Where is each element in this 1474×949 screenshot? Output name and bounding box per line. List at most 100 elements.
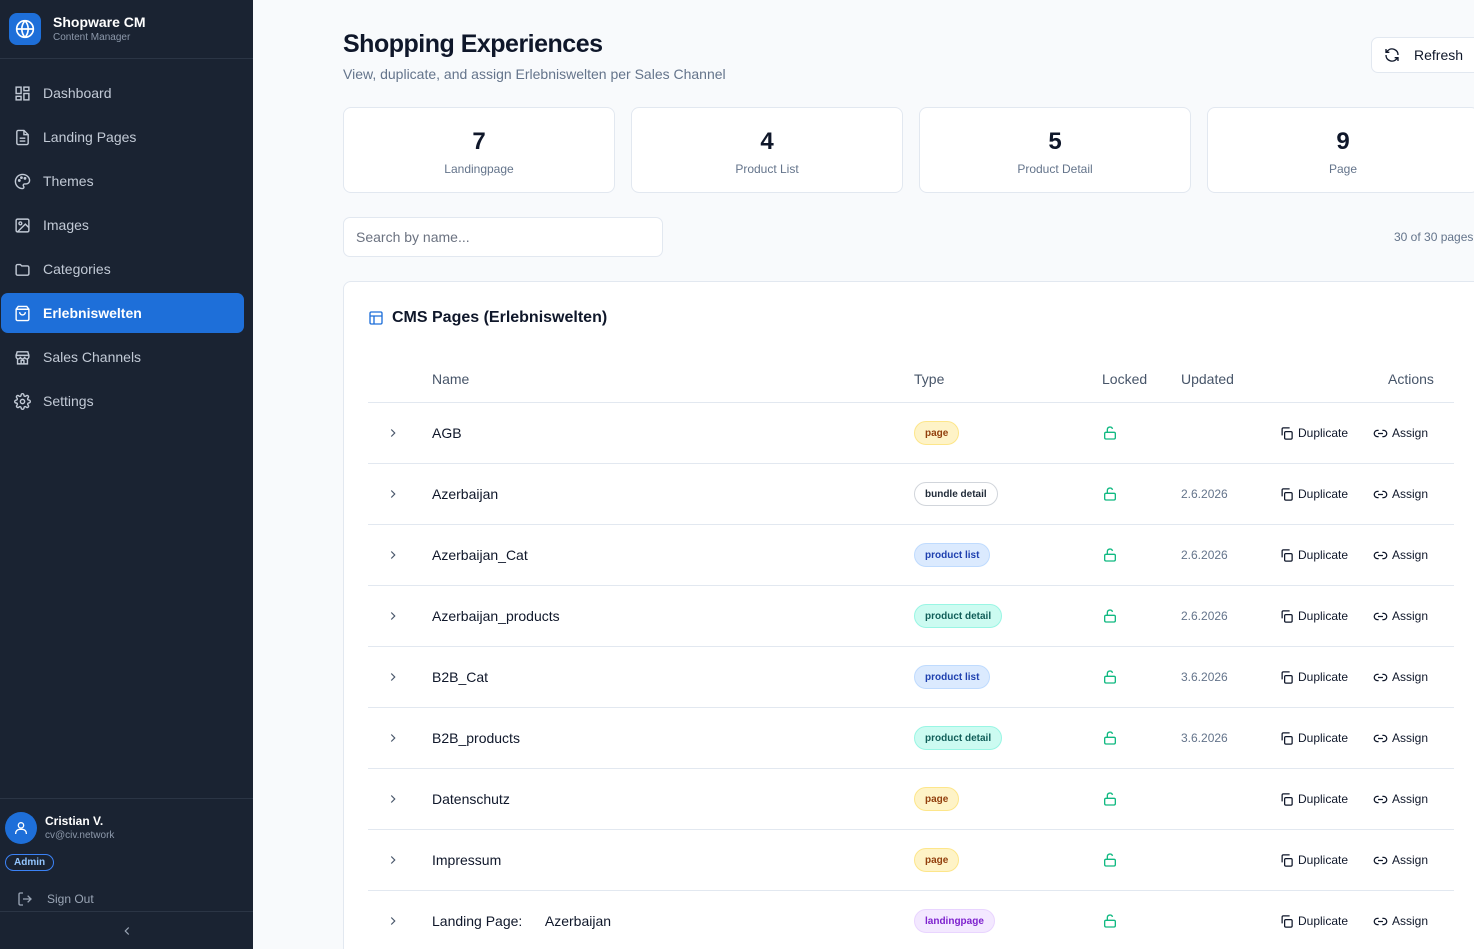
duplicate-button[interactable]: Duplicate bbox=[1279, 769, 1348, 829]
chevron-right-icon[interactable] bbox=[386, 525, 400, 585]
unlock-icon[interactable] bbox=[1102, 525, 1118, 585]
store-icon bbox=[13, 348, 31, 366]
stat-card-landingpage: 7 Landingpage bbox=[343, 107, 615, 193]
assign-label: Assign bbox=[1392, 609, 1429, 623]
stat-label: Page bbox=[1328, 162, 1358, 176]
assign-button[interactable]: Assign bbox=[1373, 586, 1428, 646]
table-row[interactable]: B2B_products product detail 3.6.2026 Dup… bbox=[368, 708, 1454, 769]
assign-button[interactable]: Assign bbox=[1373, 525, 1428, 585]
link-icon bbox=[1373, 914, 1388, 929]
row-name: B2B_Cat bbox=[432, 669, 489, 685]
unlock-icon[interactable] bbox=[1102, 586, 1118, 646]
sidebar-item-dashboard[interactable]: Dashboard bbox=[1, 73, 244, 113]
assign-label: Assign bbox=[1392, 731, 1429, 745]
duplicate-button[interactable]: Duplicate bbox=[1279, 586, 1348, 646]
sidebar-item-label: Settings bbox=[43, 393, 94, 409]
assign-button[interactable]: Assign bbox=[1373, 647, 1428, 707]
assign-button[interactable]: Assign bbox=[1373, 769, 1428, 829]
table-row[interactable]: Landing Page: Azerbaijan landingpage Dup… bbox=[368, 891, 1454, 949]
duplicate-label: Duplicate bbox=[1298, 731, 1349, 745]
chevron-right-icon[interactable] bbox=[386, 586, 400, 646]
unlock-icon[interactable] bbox=[1102, 891, 1118, 949]
row-name: Azerbaijan_Cat bbox=[432, 547, 528, 563]
link-icon bbox=[1373, 426, 1388, 441]
search-input[interactable] bbox=[343, 217, 663, 257]
row-name: Impressum bbox=[432, 852, 502, 868]
table-row[interactable]: Datenschutz page Duplicate Assign bbox=[368, 769, 1454, 830]
sidebar: Shopware CM Content Manager Dashboard La… bbox=[0, 0, 253, 949]
stat-value: 5 bbox=[1048, 128, 1062, 155]
duplicate-button[interactable]: Duplicate bbox=[1279, 464, 1348, 524]
sidebar-item-erlebniswelten[interactable]: Erlebniswelten bbox=[1, 293, 244, 333]
table-row[interactable]: AGB page Duplicate Assign bbox=[368, 403, 1454, 464]
unlock-icon[interactable] bbox=[1102, 830, 1118, 890]
duplicate-button[interactable]: Duplicate bbox=[1279, 647, 1348, 707]
table-row[interactable]: Azerbaijan_products product detail 2.6.2… bbox=[368, 586, 1454, 647]
copy-icon bbox=[1279, 670, 1294, 685]
unlock-icon[interactable] bbox=[1102, 647, 1118, 707]
column-locked[interactable]: Locked bbox=[1102, 371, 1148, 387]
avatar[interactable] bbox=[5, 812, 37, 844]
image-icon bbox=[13, 216, 31, 234]
assign-button[interactable]: Assign bbox=[1373, 403, 1428, 463]
row-updated: 3.6.2026 bbox=[1181, 731, 1228, 745]
chevron-right-icon[interactable] bbox=[386, 403, 400, 463]
assign-button[interactable]: Assign bbox=[1373, 708, 1428, 768]
sidebar-item-landing-pages[interactable]: Landing Pages bbox=[1, 117, 244, 157]
assign-button[interactable]: Assign bbox=[1373, 891, 1428, 949]
unlock-icon[interactable] bbox=[1102, 464, 1118, 524]
brand: Shopware CM Content Manager bbox=[0, 0, 253, 59]
chevron-right-icon[interactable] bbox=[386, 830, 400, 890]
copy-icon bbox=[1279, 609, 1294, 624]
row-name: B2B_products bbox=[432, 730, 520, 746]
table-row[interactable]: B2B_Cat product list 3.6.2026 Duplicate … bbox=[368, 647, 1454, 708]
duplicate-button[interactable]: Duplicate bbox=[1279, 403, 1348, 463]
type-badge: landingpage bbox=[914, 909, 995, 933]
duplicate-button[interactable]: Duplicate bbox=[1279, 525, 1348, 585]
assign-button[interactable]: Assign bbox=[1373, 830, 1428, 890]
column-updated[interactable]: Updated bbox=[1181, 371, 1234, 387]
chevron-right-icon[interactable] bbox=[386, 891, 400, 949]
chevron-right-icon[interactable] bbox=[386, 464, 400, 524]
duplicate-button[interactable]: Duplicate bbox=[1279, 830, 1348, 890]
refresh-label: Refresh bbox=[1414, 47, 1464, 63]
assign-label: Assign bbox=[1392, 487, 1429, 501]
unlock-icon[interactable] bbox=[1102, 403, 1118, 463]
unlock-icon[interactable] bbox=[1102, 769, 1118, 829]
duplicate-label: Duplicate bbox=[1298, 853, 1349, 867]
assign-button[interactable]: Assign bbox=[1373, 464, 1428, 524]
collapse-sidebar-button[interactable] bbox=[0, 911, 253, 949]
stat-card-page: 9 Page bbox=[1207, 107, 1474, 193]
duplicate-label: Duplicate bbox=[1298, 609, 1349, 623]
file-icon bbox=[13, 128, 31, 146]
refresh-button[interactable]: Refresh bbox=[1371, 37, 1474, 73]
sidebar-item-images[interactable]: Images bbox=[1, 205, 244, 245]
table-row[interactable]: Impressum page Duplicate Assign bbox=[368, 830, 1454, 891]
type-badge: page bbox=[914, 421, 960, 445]
chevron-right-icon[interactable] bbox=[386, 769, 400, 829]
table-row[interactable]: Azerbaijan_Cat product list 2.6.2026 Dup… bbox=[368, 525, 1454, 586]
user-panel: Cristian V. cv@civ.network Admin Sign Ou… bbox=[0, 798, 253, 911]
assign-label: Assign bbox=[1392, 792, 1429, 806]
chevron-right-icon[interactable] bbox=[386, 708, 400, 768]
sidebar-item-sales-channels[interactable]: Sales Channels bbox=[1, 337, 244, 377]
duplicate-button[interactable]: Duplicate bbox=[1279, 891, 1348, 949]
sign-out-label: Sign Out bbox=[47, 892, 94, 906]
palette-icon bbox=[13, 172, 31, 190]
link-icon bbox=[1373, 609, 1388, 624]
column-name[interactable]: Name bbox=[432, 371, 470, 387]
unlock-icon[interactable] bbox=[1102, 708, 1118, 768]
row-name: Datenschutz bbox=[432, 791, 510, 807]
row-name: Landing Page: Azerbaijan bbox=[432, 913, 612, 929]
duplicate-label: Duplicate bbox=[1298, 792, 1349, 806]
sidebar-item-categories[interactable]: Categories bbox=[1, 249, 244, 289]
table-row[interactable]: Azerbaijan bundle detail 2.6.2026 Duplic… bbox=[368, 464, 1454, 525]
duplicate-label: Duplicate bbox=[1298, 670, 1349, 684]
sidebar-nav: Dashboard Landing Pages Themes Images Ca… bbox=[0, 59, 253, 421]
column-type[interactable]: Type bbox=[914, 371, 945, 387]
sidebar-item-themes[interactable]: Themes bbox=[1, 161, 244, 201]
sidebar-item-settings[interactable]: Settings bbox=[1, 381, 244, 421]
chevron-right-icon[interactable] bbox=[386, 647, 400, 707]
duplicate-button[interactable]: Duplicate bbox=[1279, 708, 1348, 768]
sign-out-button[interactable]: Sign Out bbox=[5, 887, 248, 911]
